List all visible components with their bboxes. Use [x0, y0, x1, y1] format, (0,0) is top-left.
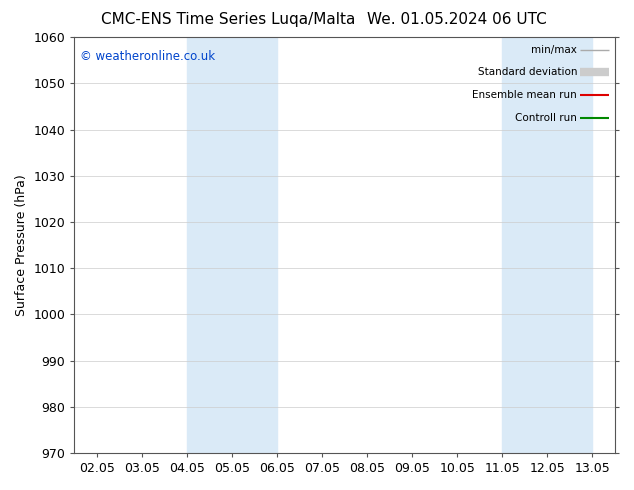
Text: We. 01.05.2024 06 UTC: We. 01.05.2024 06 UTC	[366, 12, 547, 27]
Bar	[502, 37, 547, 453]
Text: Controll run: Controll run	[515, 113, 577, 123]
Text: Ensemble mean run: Ensemble mean run	[472, 90, 577, 100]
Text: © weatheronline.co.uk: © weatheronline.co.uk	[80, 49, 215, 63]
Text: Standard deviation: Standard deviation	[477, 68, 577, 77]
Text: CMC-ENS Time Series Luqa/Malta: CMC-ENS Time Series Luqa/Malta	[101, 12, 356, 27]
Bar	[232, 37, 277, 453]
Bar	[547, 37, 592, 453]
Text: min/max: min/max	[531, 45, 577, 54]
Bar	[187, 37, 232, 453]
Y-axis label: Surface Pressure (hPa): Surface Pressure (hPa)	[15, 174, 28, 316]
